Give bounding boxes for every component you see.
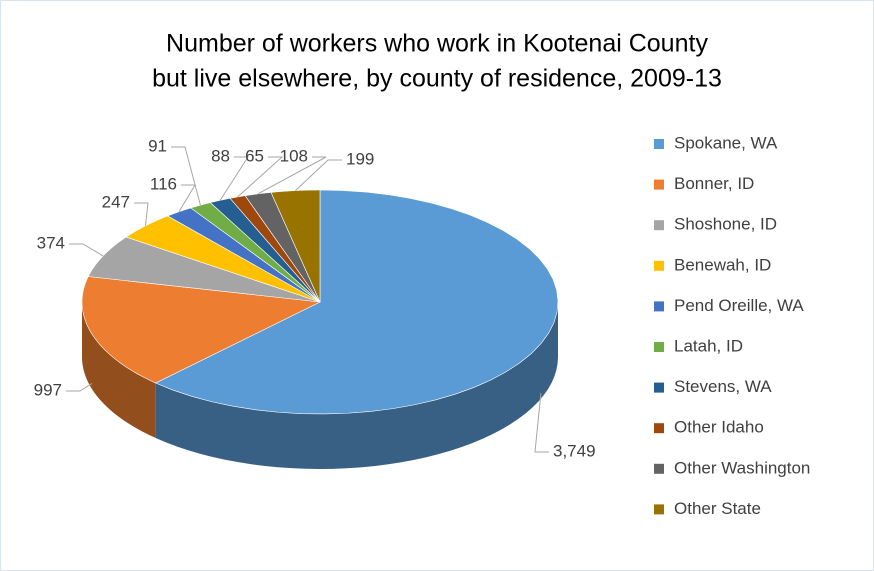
leader-line — [237, 156, 284, 198]
legend-label: Benewah, ID — [674, 255, 771, 274]
legend-swatch — [654, 504, 664, 515]
legend-swatch — [654, 342, 664, 352]
leader-line — [219, 156, 249, 201]
legend-label: Latah, ID — [674, 336, 743, 355]
legend-swatch — [654, 463, 664, 474]
pie-slice — [166, 207, 321, 303]
data-label: 374 — [37, 233, 65, 252]
chart-title: but live elsewhere, by county of residen… — [152, 65, 722, 93]
pie-slice — [81, 276, 322, 384]
pie-slice — [270, 189, 321, 303]
data-label: 199 — [346, 149, 374, 168]
data-label: 88 — [211, 146, 230, 165]
data-label: 65 — [245, 146, 264, 165]
legend-swatch — [654, 260, 664, 271]
legend-label: Pend Oreille, WA — [674, 296, 804, 315]
data-label: 116 — [150, 174, 177, 193]
data-label: 247 — [102, 192, 130, 211]
legend-swatch — [654, 220, 664, 231]
legend-label: Shoshone, ID — [674, 215, 777, 234]
data-label: 3,749 — [553, 441, 596, 460]
legend-label: Bonner, ID — [674, 174, 754, 193]
legend-label: Other State — [674, 499, 761, 518]
pie-slice — [154, 189, 559, 415]
legend-label: Other Washington — [674, 458, 810, 477]
legend-label: Stevens, WA — [674, 377, 772, 396]
data-label: 108 — [280, 146, 308, 165]
pie-slice — [87, 236, 321, 303]
legend-swatch — [654, 301, 664, 312]
pie-side — [155, 302, 558, 469]
legend-swatch — [654, 423, 664, 434]
leader-line — [66, 383, 93, 392]
leader-line — [171, 146, 201, 206]
leader-line — [69, 243, 104, 257]
leader-line — [534, 393, 549, 453]
pie-slice — [209, 197, 321, 303]
legend-swatch — [654, 382, 664, 393]
leader-line — [134, 202, 149, 226]
chart-title: Number of workers who work in Kootenai C… — [166, 30, 708, 58]
legend-swatch — [654, 179, 664, 190]
legend-label: Other Idaho — [674, 418, 764, 437]
legend-label: Spokane, WA — [674, 133, 778, 152]
leader-line — [257, 156, 327, 195]
data-label: 997 — [34, 380, 62, 399]
leader-line — [295, 159, 342, 191]
pie-side — [82, 302, 156, 439]
data-label: 91 — [148, 136, 167, 155]
legend-swatch — [654, 139, 664, 149]
